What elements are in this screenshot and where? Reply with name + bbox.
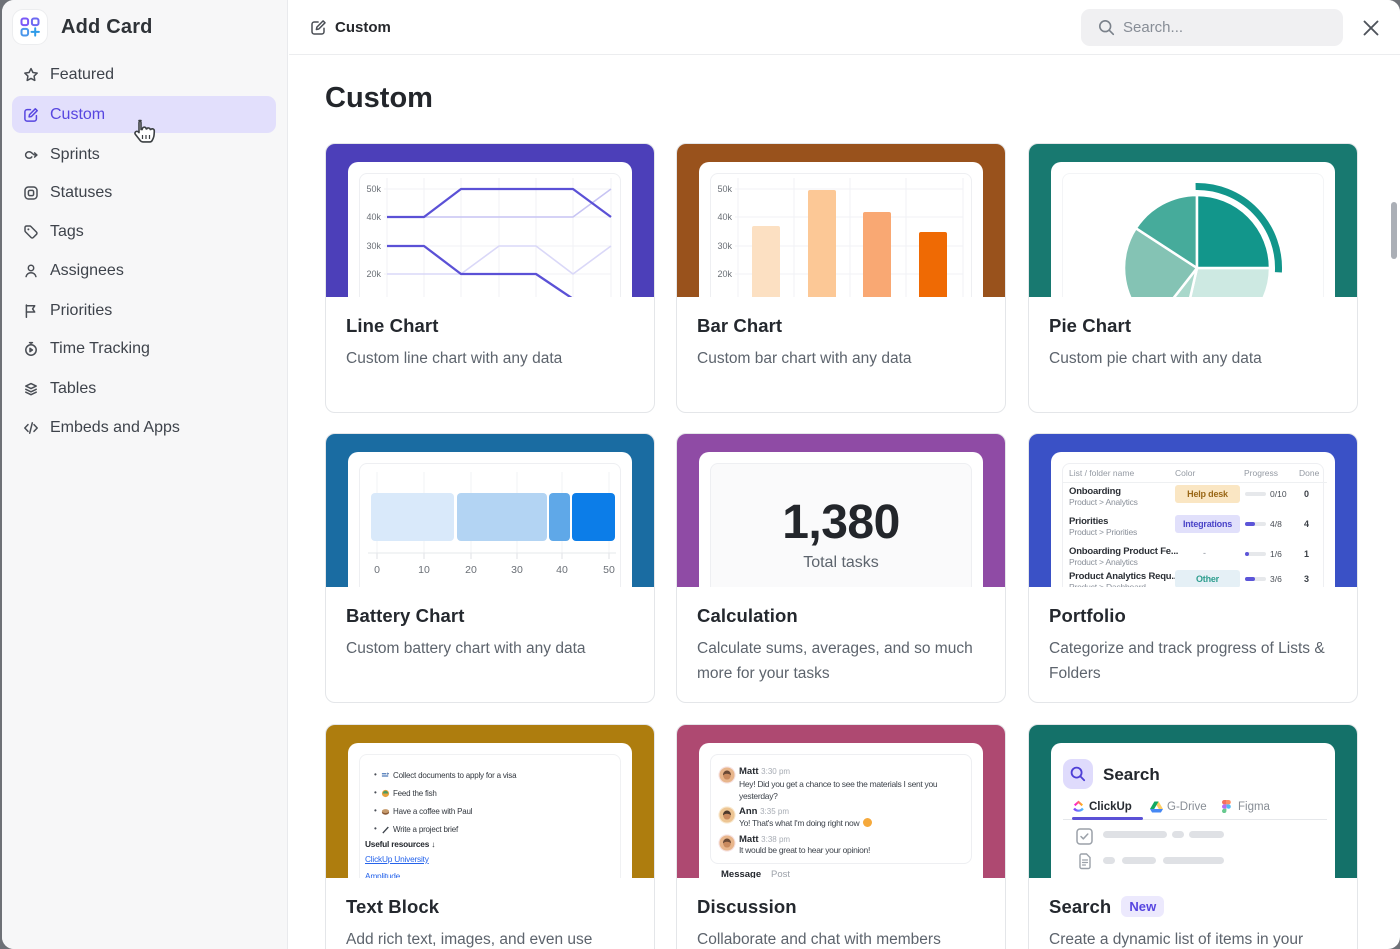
svg-text:30: 30	[511, 564, 523, 576]
svg-text:20: 20	[465, 564, 477, 576]
svg-text:50k: 50k	[717, 184, 732, 194]
svg-text:20k: 20k	[366, 269, 381, 279]
svg-text:20k: 20k	[717, 269, 732, 279]
svg-text:30k: 30k	[366, 241, 381, 251]
svg-text:40k: 40k	[717, 212, 732, 222]
svg-text:50: 50	[603, 564, 615, 576]
svg-text:10: 10	[418, 564, 430, 576]
svg-text:50k: 50k	[366, 184, 381, 194]
svg-text:0: 0	[374, 564, 380, 576]
svg-text:30k: 30k	[717, 241, 732, 251]
svg-text:40k: 40k	[366, 212, 381, 222]
svg-text:40: 40	[556, 564, 568, 576]
